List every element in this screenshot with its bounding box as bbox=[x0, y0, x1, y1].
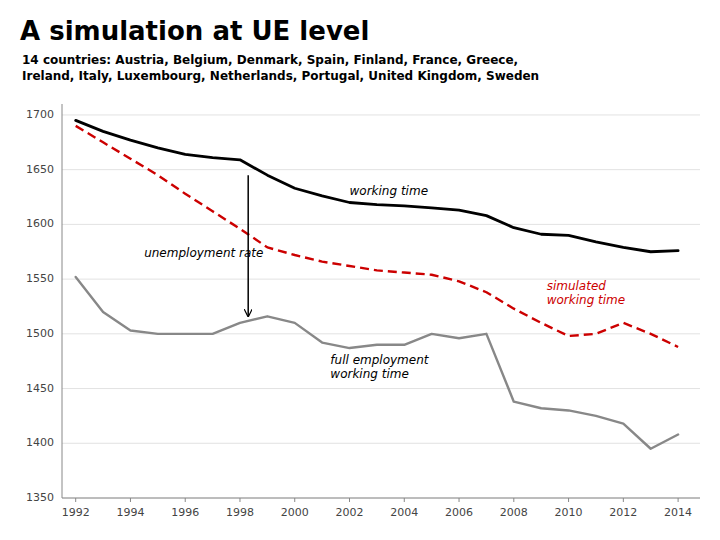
annotation: unemployment rate bbox=[144, 246, 263, 260]
x-tick bbox=[239, 498, 240, 502]
annotation: working time bbox=[350, 184, 429, 198]
grid-line bbox=[62, 388, 700, 389]
x-tick-label: 1994 bbox=[116, 506, 144, 519]
x-tick bbox=[513, 498, 514, 502]
grid-line bbox=[62, 498, 700, 499]
y-tick-label: 1450 bbox=[26, 382, 54, 395]
x-tick bbox=[623, 498, 624, 502]
annotation-line: working time bbox=[330, 367, 409, 381]
line-series bbox=[76, 120, 678, 251]
annotation-line: working time bbox=[350, 184, 429, 198]
y-axis: 1350 1400 1450 1500 1550 1600 1650 1700 bbox=[26, 108, 700, 504]
x-tick-label: 2008 bbox=[500, 506, 528, 519]
plot-area bbox=[76, 120, 678, 448]
grid-line bbox=[62, 114, 700, 115]
x-tick-label: 2002 bbox=[336, 506, 364, 519]
x-tick-label: 1998 bbox=[226, 506, 254, 519]
x-tick bbox=[185, 498, 186, 502]
x-tick-label: 2004 bbox=[390, 506, 418, 519]
subtitle-line: Ireland, Italy, Luxembourg, Netherlands,… bbox=[22, 69, 539, 83]
y-tick-label: 1600 bbox=[26, 217, 54, 230]
x-axis-line bbox=[62, 498, 700, 499]
x-tick bbox=[404, 498, 405, 502]
x-tick-label: 2010 bbox=[555, 506, 583, 519]
subtitle-line: 14 countries: Austria, Belgium, Denmark,… bbox=[22, 53, 518, 67]
grid-line bbox=[62, 169, 700, 170]
x-tick-label: 1992 bbox=[62, 506, 90, 519]
y-tick-label: 1650 bbox=[26, 163, 54, 176]
line-series bbox=[76, 277, 678, 449]
annotation-line: full employment bbox=[330, 353, 429, 367]
y-tick-label: 1400 bbox=[26, 436, 54, 449]
grid-line bbox=[62, 443, 700, 444]
annotation: full employmentworking time bbox=[330, 353, 429, 381]
x-axis: 1992 1994 1996 1998 2000 2002 2004 2006 2008 2010… bbox=[62, 498, 692, 519]
y-tick-label: 1700 bbox=[26, 108, 54, 121]
x-tick-label: 2014 bbox=[664, 506, 692, 519]
x-tick-label: 2006 bbox=[445, 506, 473, 519]
x-tick bbox=[75, 498, 76, 502]
x-tick-label: 2012 bbox=[609, 506, 637, 519]
x-tick bbox=[349, 498, 350, 502]
annotation-line: unemployment rate bbox=[144, 246, 263, 260]
annotation: simulatedworking time bbox=[547, 279, 626, 307]
x-tick bbox=[568, 498, 569, 502]
x-tick-label: 2000 bbox=[281, 506, 309, 519]
subtitle: 14 countries: Austria, Belgium, Denmark,… bbox=[22, 53, 539, 83]
annotation-line: working time bbox=[547, 293, 626, 307]
x-tick-label: 1996 bbox=[171, 506, 199, 519]
grid-line bbox=[62, 224, 700, 225]
x-tick bbox=[459, 498, 460, 502]
y-axis-line bbox=[62, 104, 63, 498]
line-series bbox=[76, 126, 678, 347]
y-tick-label: 1350 bbox=[26, 491, 54, 504]
chart: A simulation at UE level 14 countries: Au… bbox=[0, 0, 720, 540]
x-tick bbox=[294, 498, 295, 502]
annotation-line: simulated bbox=[547, 279, 607, 293]
x-tick bbox=[678, 498, 679, 502]
y-tick-label: 1550 bbox=[26, 272, 54, 285]
x-tick bbox=[130, 498, 131, 502]
title: A simulation at UE level bbox=[20, 16, 369, 46]
y-tick-label: 1500 bbox=[26, 327, 54, 340]
